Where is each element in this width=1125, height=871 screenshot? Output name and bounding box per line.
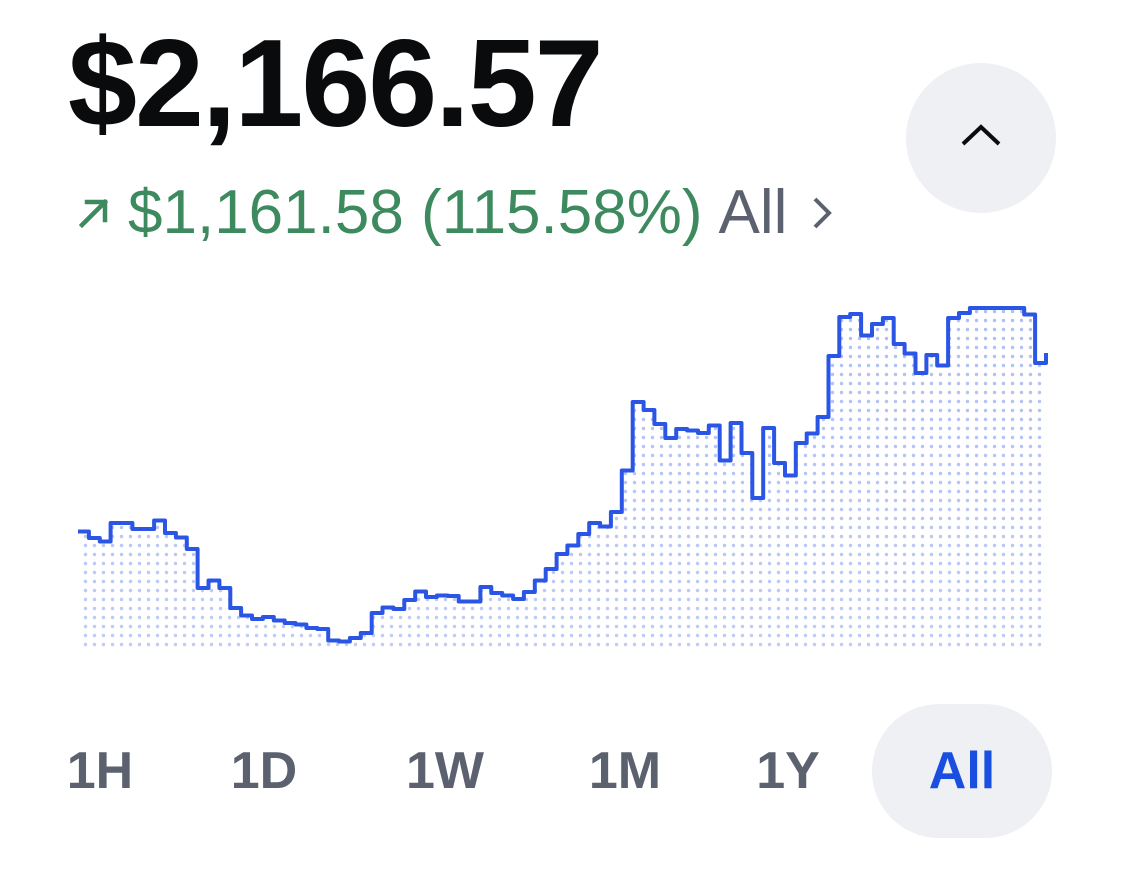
- range-tab-1h[interactable]: 1H: [66, 742, 134, 800]
- chart-series-line: [78, 306, 1048, 644]
- period-label: All: [718, 178, 788, 247]
- range-tab-1m[interactable]: 1M: [588, 742, 662, 800]
- chart-area-fade: [78, 308, 1046, 648]
- range-tab-1y[interactable]: 1Y: [756, 742, 820, 800]
- arrow-up-right-icon: [74, 193, 114, 233]
- range-tab-1d[interactable]: 1D: [230, 742, 298, 800]
- chevron-right-icon: [809, 193, 837, 233]
- chevron-up-icon: [959, 122, 1003, 155]
- range-tab-all[interactable]: All: [872, 704, 1052, 838]
- collapse-button[interactable]: [906, 63, 1056, 213]
- balance-change-row[interactable]: $1,161.58 (115.58%) All: [74, 178, 837, 248]
- balance-change-value: $1,161.58 (115.58%): [128, 178, 703, 247]
- range-tab-1w[interactable]: 1W: [406, 742, 484, 800]
- portfolio-chart: [78, 306, 1048, 648]
- time-range-tabs: 1H 1D 1W 1M 1Y All: [60, 704, 1060, 838]
- portfolio-balance: $2,166.57: [68, 15, 604, 153]
